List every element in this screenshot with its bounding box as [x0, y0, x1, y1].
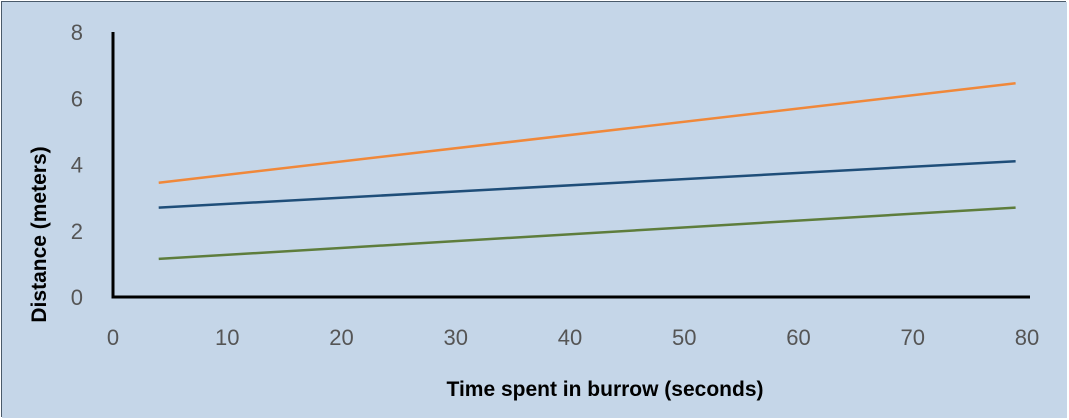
series-layer: [158, 82, 1016, 261]
y-tick-labels: 0 2 4 6 8: [71, 20, 83, 310]
x-tick-label: 20: [329, 325, 353, 350]
x-axis-title: Time spent in burrow (seconds): [447, 378, 764, 401]
y-axis-title: Distance (meters): [28, 146, 51, 322]
series-line-2: [158, 159, 1016, 209]
series-line-3: [158, 206, 1016, 261]
series-line-1: [158, 82, 1016, 184]
y-tick-label: 0: [71, 285, 83, 310]
x-tick-label: 50: [672, 325, 696, 350]
x-tick-label: 70: [901, 325, 925, 350]
x-tick-label: 80: [1015, 325, 1039, 350]
y-tick-label: 6: [71, 86, 83, 111]
y-tick-label: 8: [71, 20, 83, 45]
x-tick-label: 0: [107, 325, 119, 350]
x-tick-label: 10: [215, 325, 239, 350]
y-tick-label: 4: [71, 153, 83, 178]
x-tick-labels: 0 10 20 30 40 50 60 70 80: [107, 325, 1039, 350]
y-tick-label: 2: [71, 219, 83, 244]
x-tick-label: 30: [444, 325, 468, 350]
x-tick-label: 60: [786, 325, 810, 350]
x-tick-label: 40: [558, 325, 582, 350]
